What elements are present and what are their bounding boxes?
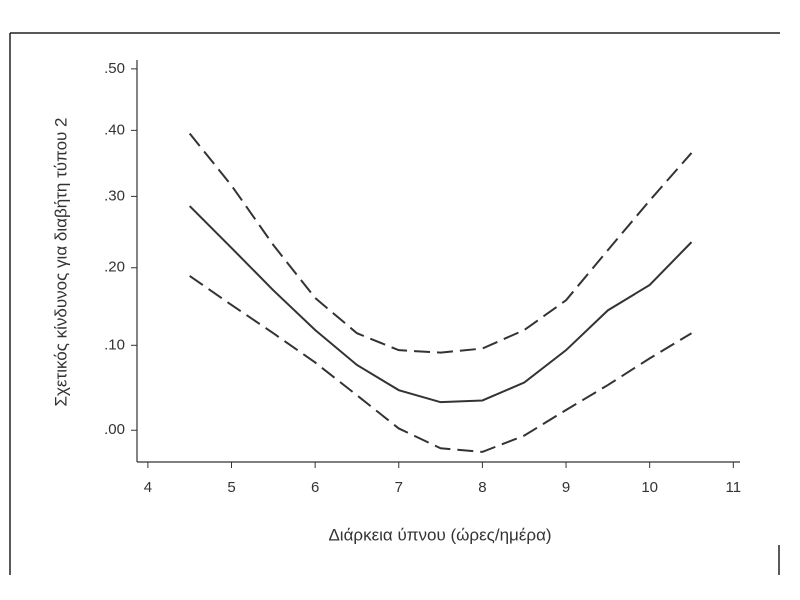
series-line [189, 275, 693, 453]
y-tick-label: .40 [104, 121, 125, 138]
y-tick-label: .10 [104, 336, 125, 353]
x-tick-label: 7 [395, 479, 403, 496]
y-tick-label: .00 [104, 421, 125, 438]
x-tick-label: 6 [311, 479, 319, 496]
y-tick-label: .20 [104, 259, 125, 276]
x-tick-label: 5 [227, 479, 235, 496]
x-tick-label: 10 [641, 479, 658, 496]
x-tick-label: 9 [562, 479, 570, 496]
x-axis-label: Διάρκεια ύπνου (ώρες/ημέρα) [328, 525, 551, 544]
y-tick-label: .30 [104, 187, 125, 204]
y-axis-label: Σχετικός κίνδυνος για διαβήτη τύπου 2 [51, 117, 70, 406]
y-tick-label: .50 [104, 60, 125, 77]
x-tick-label: 4 [144, 479, 152, 496]
series-line [188, 132, 693, 354]
x-tick-label: 11 [726, 479, 742, 496]
x-tick-label: 8 [478, 479, 486, 496]
series-line [188, 205, 693, 404]
